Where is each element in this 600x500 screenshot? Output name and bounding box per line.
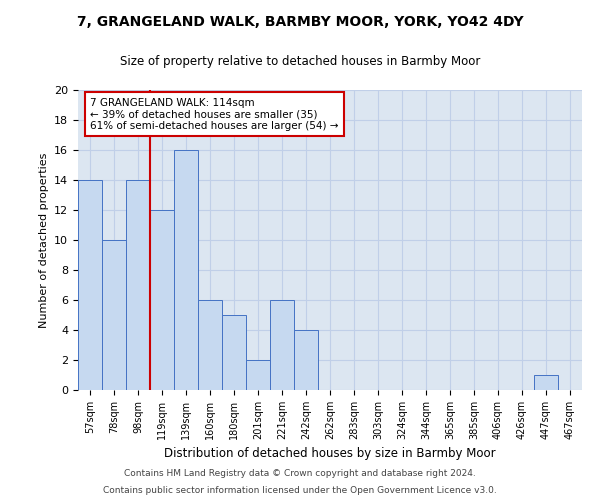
- Bar: [174, 150, 198, 390]
- Bar: [78, 180, 102, 390]
- Text: Size of property relative to detached houses in Barmby Moor: Size of property relative to detached ho…: [120, 55, 480, 68]
- Bar: [534, 375, 558, 390]
- Bar: [198, 300, 222, 390]
- Text: Contains public sector information licensed under the Open Government Licence v3: Contains public sector information licen…: [103, 486, 497, 495]
- Bar: [294, 330, 318, 390]
- Bar: [102, 240, 126, 390]
- Bar: [150, 210, 174, 390]
- Y-axis label: Number of detached properties: Number of detached properties: [38, 152, 49, 328]
- Text: 7, GRANGELAND WALK, BARMBY MOOR, YORK, YO42 4DY: 7, GRANGELAND WALK, BARMBY MOOR, YORK, Y…: [77, 15, 523, 29]
- Text: 7 GRANGELAND WALK: 114sqm
← 39% of detached houses are smaller (35)
61% of semi-: 7 GRANGELAND WALK: 114sqm ← 39% of detac…: [90, 98, 338, 130]
- Text: Contains HM Land Registry data © Crown copyright and database right 2024.: Contains HM Land Registry data © Crown c…: [124, 468, 476, 477]
- Bar: [270, 300, 294, 390]
- Bar: [246, 360, 270, 390]
- X-axis label: Distribution of detached houses by size in Barmby Moor: Distribution of detached houses by size …: [164, 448, 496, 460]
- Bar: [126, 180, 150, 390]
- Bar: [222, 315, 246, 390]
